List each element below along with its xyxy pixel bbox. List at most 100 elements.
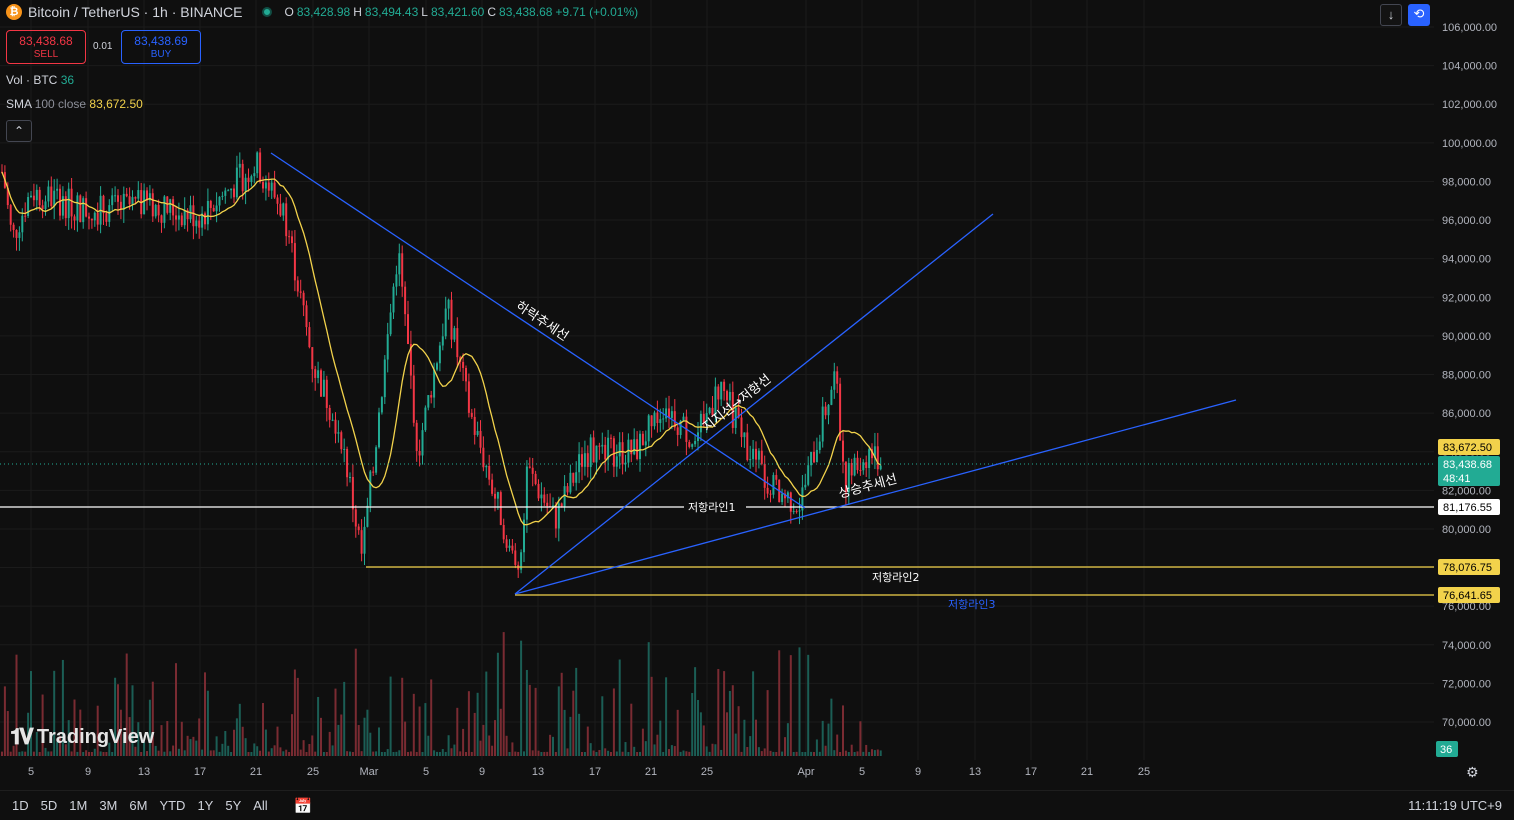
candle-body [450, 299, 453, 340]
price-axis[interactable]: 106,000.00 104,000.00 102,000.00 100,000.00… [1434, 0, 1514, 760]
volume-bar [44, 747, 47, 756]
volume-bar [726, 712, 728, 756]
candle-body [111, 195, 114, 206]
sync-button[interactable]: ⟲ [1408, 4, 1430, 26]
volume-bar [673, 746, 676, 756]
time-axis[interactable]: 5 9 13 17 21 25 Mar 5 9 13 17 21 25 Apr 5 9 13 17 21 25 [0, 760, 1434, 782]
price-chart[interactable]: 하락추세선 지지선→저항선 상승추세선 저항라인1 저항라인2 저항라인3 [0, 0, 1434, 760]
symbol-title[interactable]: Bitcoin / TetherUS · 1h · BINANCE [28, 4, 243, 20]
candle-body [221, 195, 224, 197]
candle-body [317, 370, 320, 378]
candle-body [769, 493, 772, 495]
time-tick-label: 9 [479, 766, 485, 778]
volume-bar [279, 747, 282, 756]
volume-bar [676, 709, 679, 756]
volume-bar [166, 721, 169, 756]
range-3m-button[interactable]: 3M [99, 798, 118, 813]
candle-body [204, 213, 206, 225]
go-to-date-calendar-icon[interactable]: 📅 [293, 797, 313, 815]
volume-bar [499, 708, 502, 756]
volume-bar [430, 679, 433, 756]
candle-body [807, 465, 810, 485]
symbol-header[interactable]: ₿ Bitcoin / TetherUS · 1h · BINANCE O 83,… [6, 4, 638, 20]
candle-body [322, 379, 325, 397]
range-all-button[interactable]: All [253, 798, 268, 813]
volume-bar [372, 751, 375, 756]
tradingview-logo[interactable]: 𝟏𝐕 TradingView [10, 724, 154, 750]
candle-body [70, 188, 73, 217]
candle-body [212, 207, 215, 212]
volume-bar [714, 744, 717, 756]
volume-bar [325, 752, 328, 756]
volume-bar [691, 693, 694, 756]
volume-bar [450, 748, 453, 756]
volume-bar [198, 718, 201, 756]
volume-bar [114, 677, 117, 756]
candle-body [659, 419, 662, 424]
candle-body [41, 205, 44, 209]
volume-indicator-legend[interactable]: Vol · BTC 36 [6, 73, 74, 87]
candle-body [726, 391, 728, 401]
candle-body [276, 197, 279, 204]
sma-indicator-value: 83,672.50 [89, 97, 143, 111]
downtrend-line [270, 152, 806, 509]
clock-timezone[interactable]: 11:11:19 UTC+9 [1408, 798, 1502, 813]
candle-body [441, 336, 444, 346]
sell-button[interactable]: 83,438.68 SELL [6, 30, 86, 64]
volume-bar [636, 751, 639, 756]
scroll-down-button[interactable]: ↓ [1380, 4, 1402, 26]
volume-bar [670, 745, 673, 756]
candle-body [627, 439, 630, 463]
candle-body [488, 465, 491, 480]
range-5d-button[interactable]: 5D [40, 798, 58, 813]
candle-body [404, 286, 407, 315]
candle-body [467, 381, 470, 413]
candle-body [67, 188, 70, 219]
candle-body [427, 395, 430, 408]
candle-body [375, 447, 378, 473]
candle-body [554, 505, 557, 529]
time-tick-label: 21 [645, 766, 657, 778]
volume-bar [624, 742, 627, 756]
candle-body [813, 451, 815, 463]
volume-bar [88, 751, 90, 756]
candle-body [175, 215, 177, 220]
range-1y-button[interactable]: 1Y [197, 798, 214, 813]
range-1d-button[interactable]: 1D [12, 798, 29, 813]
chart-settings-gear-icon[interactable]: ⚙ [1466, 764, 1479, 780]
volume-bar [728, 690, 731, 756]
candle-body [525, 466, 528, 520]
volume-bar [183, 750, 186, 756]
volume-bar [595, 751, 598, 756]
candle-body [537, 483, 540, 499]
support-resistance-line [514, 213, 994, 595]
range-ytd-button[interactable]: YTD [159, 798, 186, 813]
volume-bar [41, 694, 44, 756]
volume-bar [842, 705, 844, 756]
candle-body [6, 187, 9, 206]
candle-body [818, 441, 821, 450]
volume-bar [598, 749, 601, 756]
volume-bar [32, 751, 35, 756]
range-6m-button[interactable]: 6M [129, 798, 148, 813]
volume-bar [172, 745, 175, 756]
buy-button[interactable]: 83,438.69 BUY [121, 30, 201, 64]
volume-bar [868, 751, 871, 756]
volume-bar [801, 751, 804, 756]
candle-body [873, 446, 876, 459]
candle-body [853, 457, 856, 476]
range-5y-button[interactable]: 5Y [225, 798, 242, 813]
collapse-legend-button[interactable]: ⌃ [6, 120, 32, 142]
volume-bar [581, 752, 583, 756]
volume-bar [621, 751, 624, 756]
sma-indicator-legend[interactable]: SMA 100 close 83,672.50 [6, 97, 143, 111]
volume-bar [305, 751, 308, 756]
candle-body [398, 253, 401, 275]
volume-bar [35, 732, 38, 756]
candle-body [856, 457, 859, 471]
candle-body [871, 449, 873, 459]
volume-indicator-label: Vol · BTC [6, 73, 58, 87]
time-tick-label: 25 [701, 766, 713, 778]
candle-body [18, 232, 21, 238]
range-1m-button[interactable]: 1M [69, 798, 88, 813]
